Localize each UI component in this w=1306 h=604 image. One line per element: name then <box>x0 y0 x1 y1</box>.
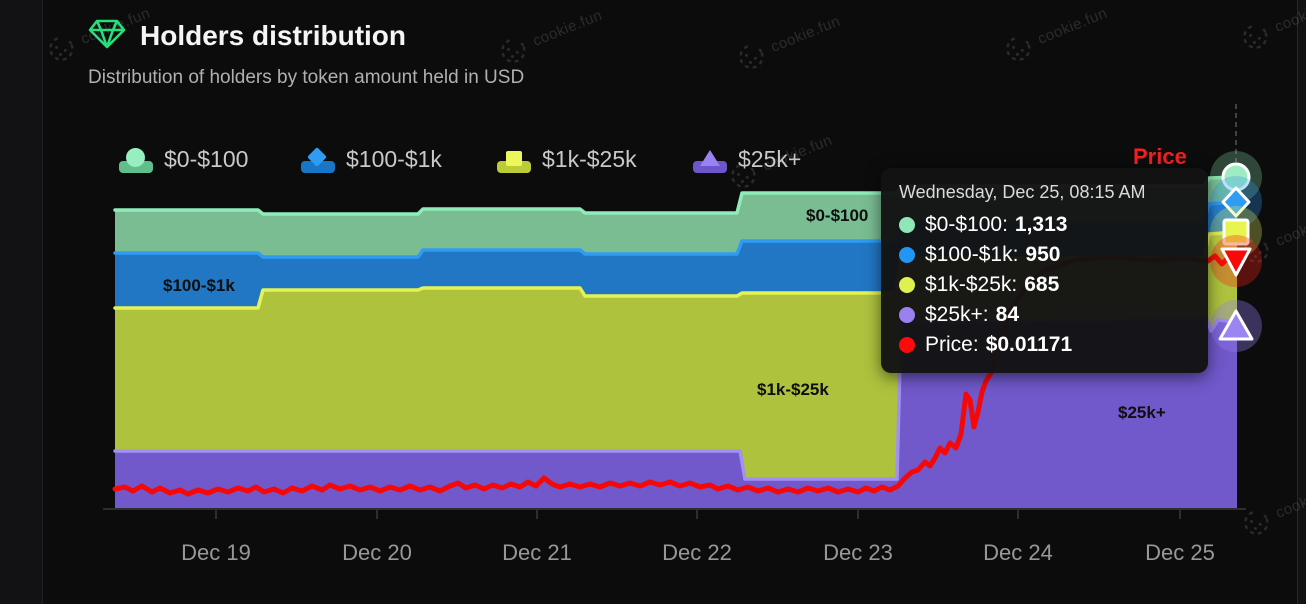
tooltip-row: Price: $0.01171 <box>897 330 1192 360</box>
series-dot-icon <box>899 337 915 353</box>
area-label: $0-$100 <box>806 206 868 225</box>
left-gutter <box>0 0 43 604</box>
legend-label: $0-$100 <box>164 146 249 172</box>
tooltip-row: $0-$100: 1,313 <box>897 210 1192 240</box>
legend-marker-square-icon <box>496 147 532 174</box>
page-subtitle: Distribution of holders by token amount … <box>88 67 525 88</box>
price-line <box>112 253 1240 497</box>
tooltip-title: Wednesday, Dec 25, 08:15 AM <box>899 182 1146 202</box>
legend-marker-circle-icon <box>118 147 154 174</box>
legend-item-1k-25k[interactable]: $1k-$25k <box>496 146 637 174</box>
x-axis-label: Dec 20 <box>342 540 412 565</box>
legend-marker-diamond-icon <box>300 147 336 174</box>
series-end-marker-diamond <box>1221 186 1251 218</box>
scrollbar-gutter[interactable] <box>1297 0 1306 604</box>
tooltip-row: $1k-$25k: 685 <box>897 270 1192 300</box>
series-dot-icon <box>899 217 915 233</box>
legend-item-0-100[interactable]: $0-$100 <box>118 146 248 174</box>
x-axis-label: Dec 21 <box>502 540 572 565</box>
legend-item-100-1k[interactable]: $100-$1k <box>300 146 442 174</box>
gem-icon <box>88 14 126 57</box>
series-end-marker-square <box>1222 218 1250 246</box>
tooltip-row: $100-$1k: 950 <box>897 240 1192 270</box>
x-axis-label: Dec 23 <box>823 540 893 565</box>
price-axis-label: Price <box>1133 144 1187 169</box>
page-title: Holders distribution <box>140 19 406 51</box>
chart-tooltip: Wednesday, Dec 25, 08:15 AM $0-$100: 1,3… <box>881 168 1208 373</box>
series-dot-icon <box>899 307 915 323</box>
x-axis-label: Dec 22 <box>662 540 732 565</box>
price-end-marker-triangle-down <box>1220 247 1252 277</box>
x-axis-label: Dec 25 <box>1145 540 1215 565</box>
area-label: $1k-$25k <box>757 380 829 399</box>
chart-header: Holders distribution Distribution of hol… <box>88 14 524 89</box>
area-label: $100-$1k <box>163 276 235 295</box>
legend-item-25k-plus[interactable]: $25k+ <box>692 146 801 174</box>
legend-label: $25k+ <box>738 146 802 172</box>
area-label: $25k+ <box>1118 403 1166 422</box>
legend-label: $1k-$25k <box>542 146 637 172</box>
series-end-marker-triangle-up <box>1218 309 1254 341</box>
series-dot-icon <box>899 247 915 263</box>
x-axis-label: Dec 24 <box>983 540 1053 565</box>
series-dot-icon <box>899 277 915 293</box>
x-axis-label: Dec 19 <box>181 540 251 565</box>
tooltip-row: $25k+: 84 <box>897 300 1192 330</box>
legend-marker-triangle-icon <box>692 147 728 174</box>
legend-label: $100-$1k <box>346 146 442 172</box>
